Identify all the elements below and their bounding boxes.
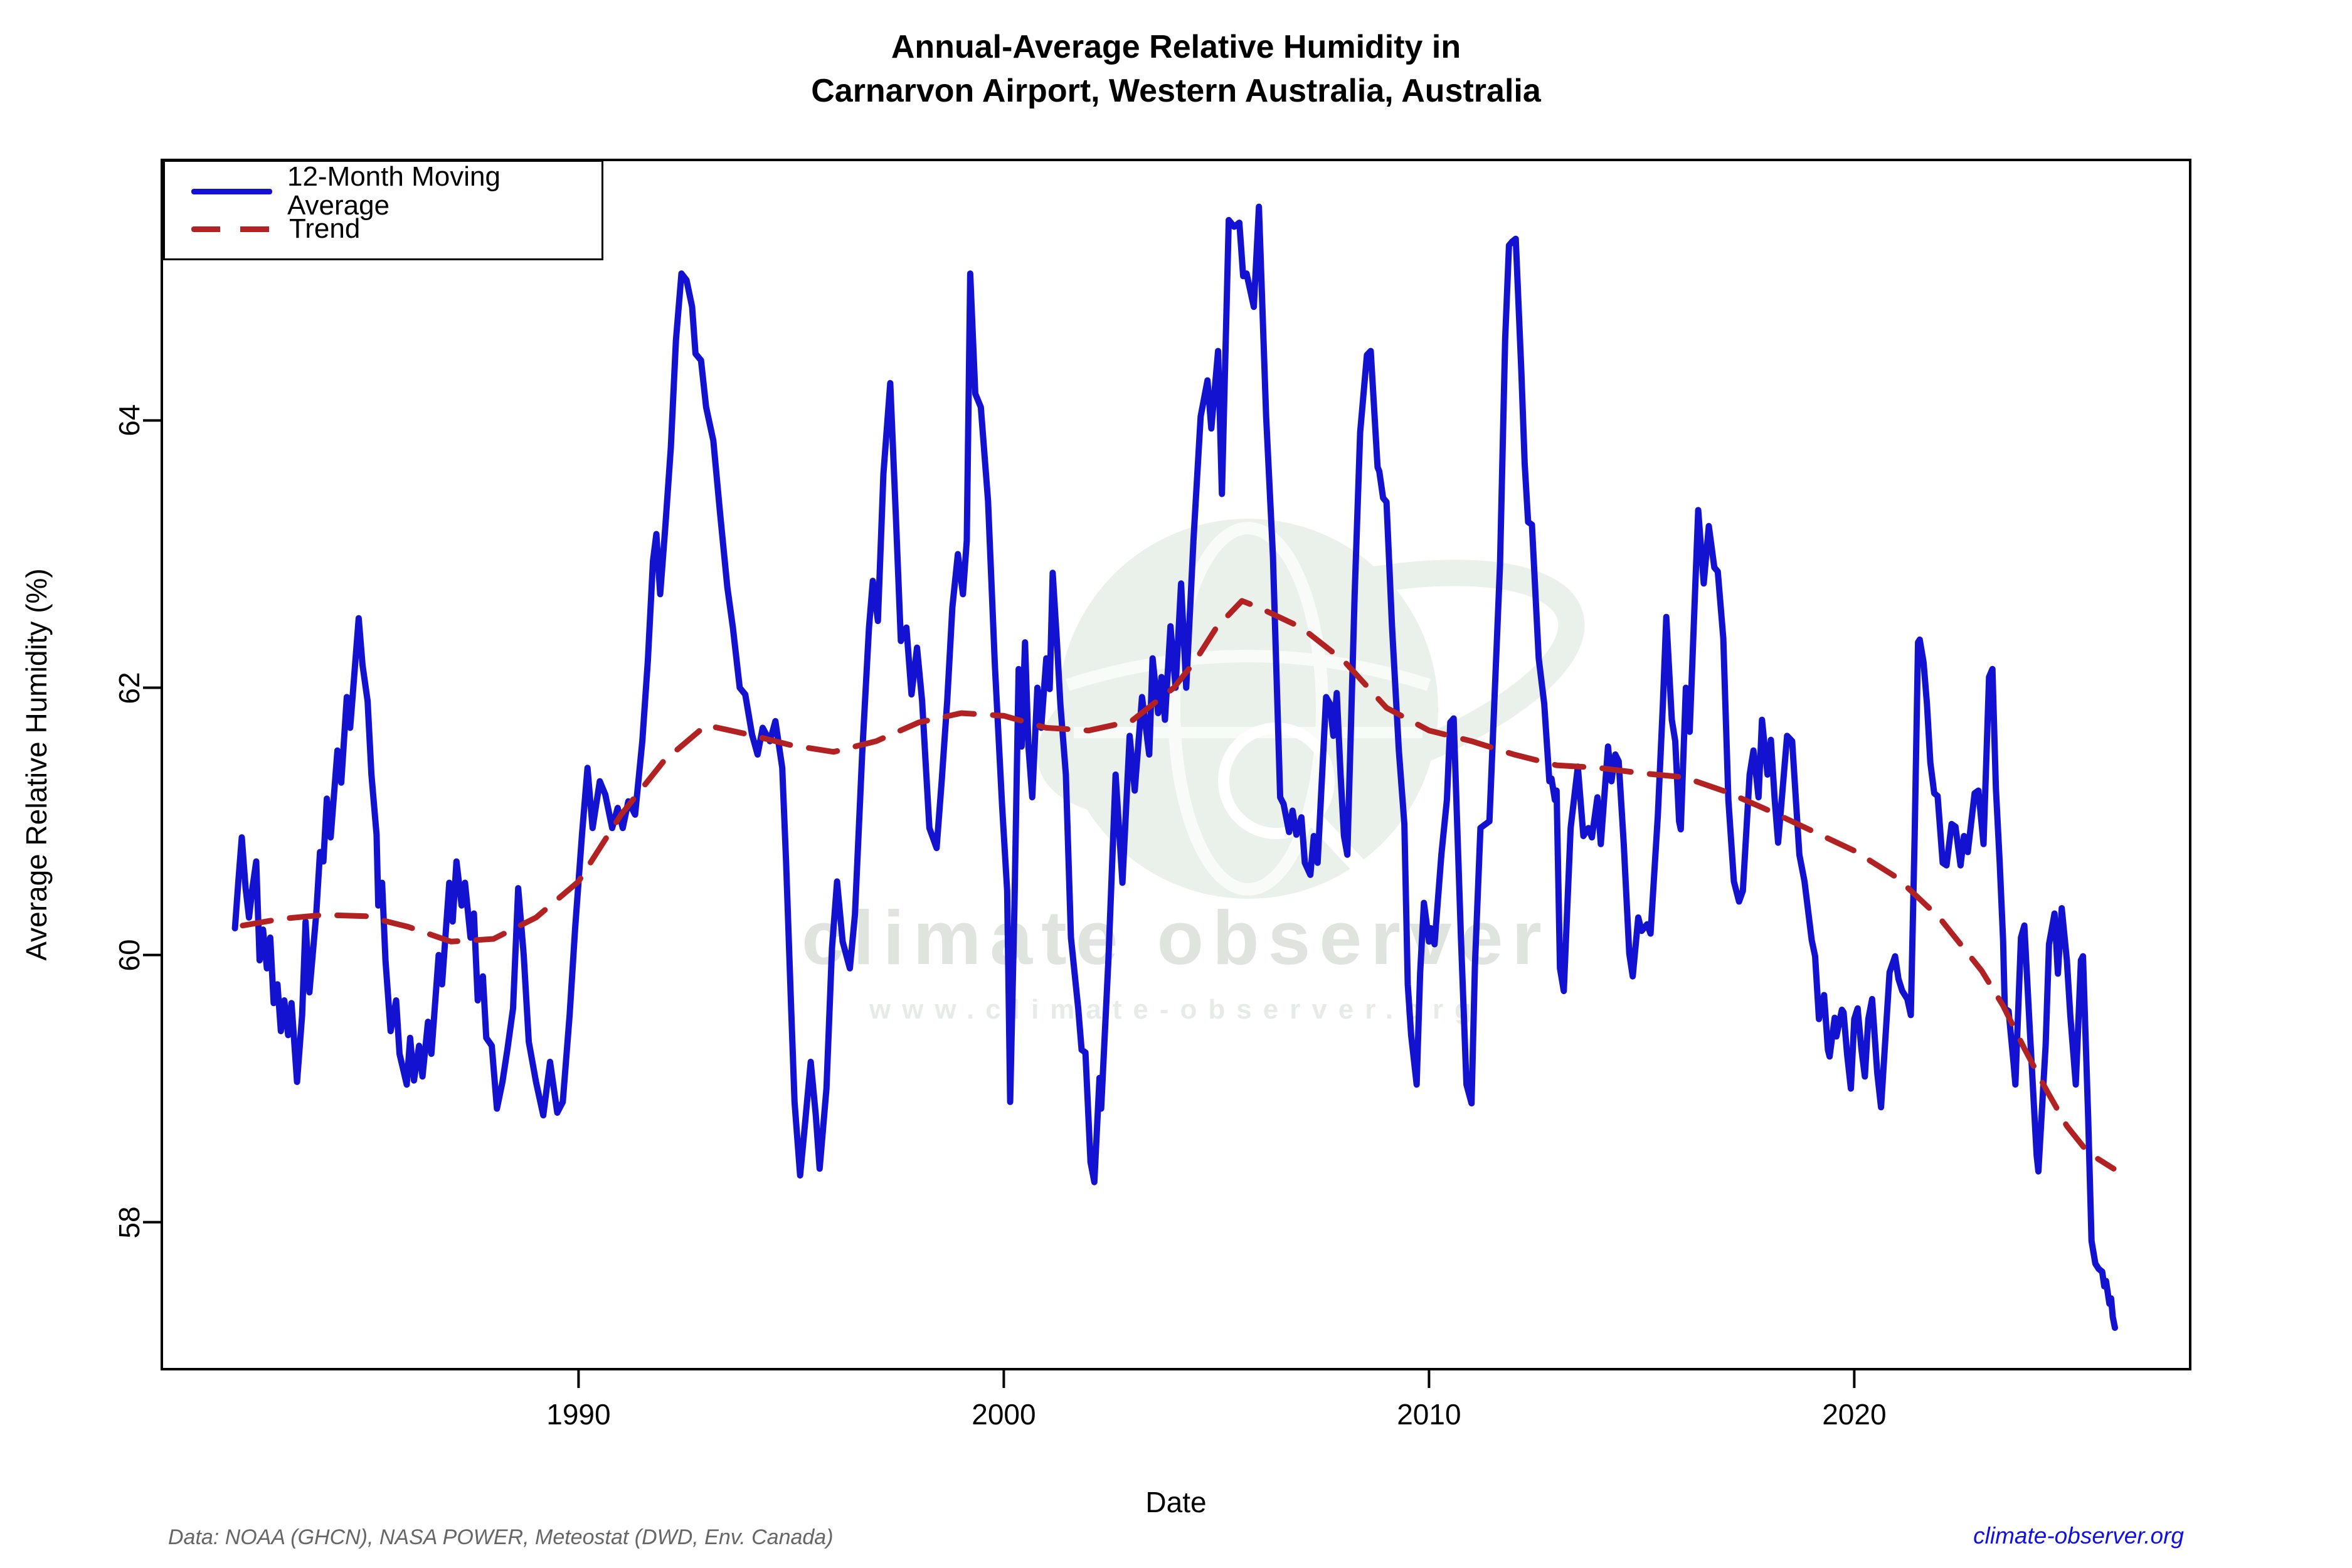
y-tick-label: 62 [113, 671, 146, 704]
axis-ticks [143, 419, 1856, 1388]
legend-item-trend: Trend [191, 215, 601, 243]
legend-line-sample-solid [191, 188, 272, 194]
y-tick-label: 64 [113, 404, 146, 437]
y-tick-label: 58 [113, 1206, 146, 1239]
y-tick-label: 60 [113, 938, 146, 972]
page-title: Annual-Average Relative Humidity in Carn… [0, 25, 2352, 113]
data-source-note: Data: NOAA (GHCN), NASA POWER, Meteostat… [168, 1525, 834, 1549]
legend-line-sample-dashed [191, 226, 274, 232]
legend-box: 12-Month Moving Average Trend [163, 160, 603, 260]
data-series [231, 203, 2118, 1331]
watermark-url: www.climate-observer.org [869, 994, 1483, 1025]
site-link[interactable]: climate-observer.org [1973, 1523, 2184, 1549]
series-line-trend [240, 598, 2117, 1172]
y-axis-title: Average Relative Humidity (%) [20, 568, 53, 961]
x-tick-label: 2020 [1822, 1398, 1887, 1431]
legend-item-moving-average: 12-Month Moving Average [191, 162, 601, 220]
x-axis-title: Date [1145, 1486, 1207, 1518]
plot-border [161, 159, 2191, 1370]
legend-label: Trend [289, 213, 361, 244]
x-tick-label: 2010 [1397, 1398, 1461, 1431]
x-tick-label: 1990 [546, 1398, 611, 1431]
title-line-2: Carnarvon Airport, Western Australia, Au… [811, 73, 1541, 109]
title-line-1: Annual-Average Relative Humidity in [891, 29, 1461, 65]
series-line-moving-average [231, 203, 2118, 1331]
x-tick-label: 2000 [972, 1398, 1036, 1431]
legend-label: 12-Month Moving Average [287, 161, 501, 221]
